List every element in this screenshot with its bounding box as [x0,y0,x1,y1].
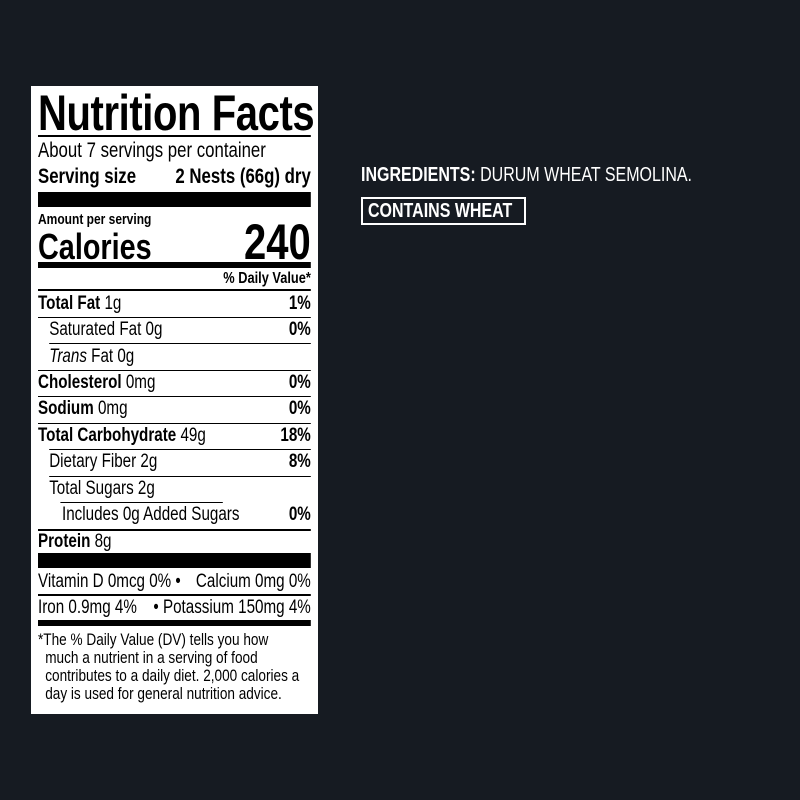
thick-divider [38,553,311,568]
divider [60,502,223,503]
micros-row-1: Vitamin D 0mcg 0% • Calcium 0mg 0% [38,571,311,593]
daily-value-header: % Daily Value* [223,270,311,287]
potassium: Potassium 150mg 4% [162,597,311,618]
nutrient-row-dietary-fiber: Dietary Fiber 2g 8% [49,451,311,472]
ingredients-label: INGREDIENTS: [361,164,476,186]
serving-size-value: 2 Nests (66g) dry [175,165,311,188]
bullet: • [175,571,181,592]
divider [49,343,311,344]
nutrition-facts-label: Nutrition Facts About 7 servings per con… [31,86,318,714]
divider [38,594,311,596]
calcium: Calcium 0mg 0% [195,571,311,592]
medium-divider [38,262,311,268]
calories-label: Calories [38,226,152,267]
nutrient-row-cholesterol: Cholesterol 0mg 0% [38,372,311,393]
divider [38,529,311,531]
nutrient-row-total-sugars: Total Sugars 2g [49,478,155,499]
nutrient-row-added-sugars: Includes 0g Added Sugars 0% [62,504,311,525]
divider [38,423,311,424]
ingredients: INGREDIENTS: DURUM WHEAT SEMOLINA. [361,164,692,187]
divider [38,370,311,371]
ingredients-text: DURUM WHEAT SEMOLINA. [480,164,692,186]
micros-row-2: Iron 0.9mg 4% • Potassium 150mg 4% [38,597,311,619]
thick-divider [38,192,311,207]
calories-value: 240 [244,214,311,270]
iron: Iron 0.9mg 4% [38,597,137,618]
servings-per-container: About 7 servings per container [38,139,266,162]
allergen-box: CONTAINS WHEAT [361,197,526,225]
calories-row: Calories 240 [38,214,311,270]
nutrient-row-protein: Protein 8g [38,531,112,552]
divider [49,476,311,477]
divider [38,317,311,318]
divider [38,135,311,137]
bullet: • [153,597,159,618]
allergen-statement: CONTAINS WHEAT [368,200,513,222]
label-title: Nutrition Facts [38,85,315,141]
nutrient-row-trans-fat: Trans Fat 0g [49,346,135,367]
serving-size-label: Serving size [38,165,137,188]
divider [38,289,311,291]
vitamin-d: Vitamin D 0mcg 0% [38,571,172,592]
nutrient-row-total-carbohydrate: Total Carbohydrate 49g 18% [38,425,311,446]
divider [38,396,311,397]
footnote: *The % Daily Value (DV) tells you how mu… [38,630,300,703]
medium-divider [38,620,311,626]
nutrient-row-saturated-fat: Saturated Fat 0g 0% [49,319,311,340]
amount-per-serving: Amount per serving [38,211,152,228]
nutrient-row-total-fat: Total Fat 1g 1% [38,293,311,314]
nutrient-row-sodium: Sodium 0mg 0% [38,398,311,419]
divider [49,449,311,450]
serving-size: Serving size 2 Nests (66g) dry [38,165,311,189]
